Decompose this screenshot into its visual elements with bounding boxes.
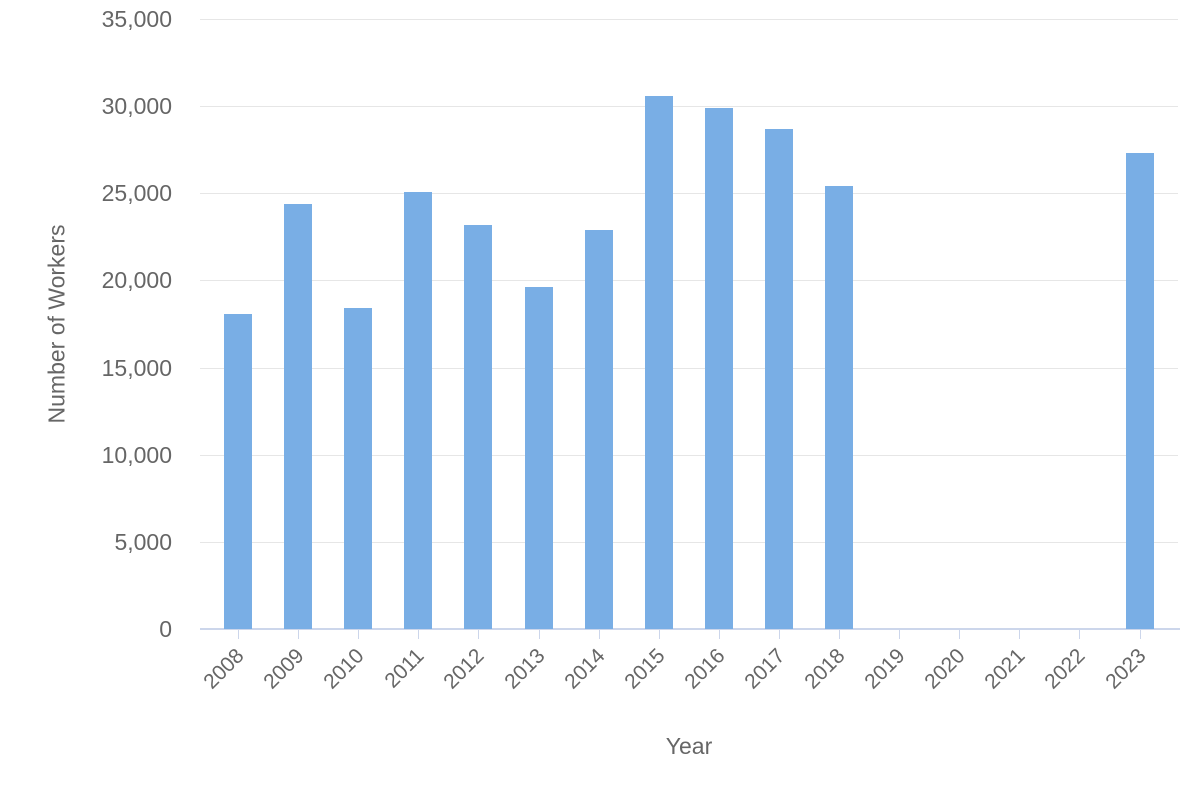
gridline-5000 [200,541,1178,543]
x-tick-2018 [839,629,840,639]
gridline-25000 [200,193,1178,195]
bar-2017[interactable] [764,129,793,629]
y-tick-label: 25,000 [101,180,172,207]
x-tick-2008 [238,629,239,639]
bar-2023[interactable] [1125,153,1154,629]
gridline-20000 [200,280,1178,282]
x-tick-2011 [418,629,420,639]
bar-2018[interactable] [825,186,853,629]
gridline-30000 [200,106,1178,108]
x-tick-2017 [778,629,780,639]
x-tick-2020 [959,629,961,639]
x-axis-line [200,628,1180,630]
y-tick-label: 15,000 [101,354,172,381]
x-tick-2021 [1019,629,1021,639]
y-tick-label: 30,000 [101,93,172,120]
x-tick-2014 [598,629,600,639]
bar-2015[interactable] [644,96,673,629]
x-axis-title: Year [665,733,713,759]
y-tick-label: 0 [159,616,172,642]
x-tick-2012 [478,629,480,639]
x-tick-2023 [1139,629,1141,639]
bar-2014[interactable] [584,230,613,629]
x-tick-2013 [538,629,540,639]
bar-2008[interactable] [224,314,252,629]
x-tick-2016 [718,629,720,639]
bar-2012[interactable] [464,225,493,629]
x-tick-2009 [298,629,300,639]
x-tick-2019 [899,629,901,639]
y-tick-label: 10,000 [101,441,172,468]
bar-2009[interactable] [284,204,313,629]
y-tick-label: 35,000 [101,6,172,32]
y-tick-label: 5,000 [114,528,172,555]
x-tick-2010 [358,629,360,639]
gridline-35000 [200,19,1178,20]
y-tick-label: 20,000 [101,267,172,294]
x-tick-2022 [1079,629,1081,639]
x-tick-2015 [658,629,660,639]
y-axis-title: Number of Workers [43,224,70,424]
bar-2010[interactable] [344,308,373,629]
gridline-15000 [200,367,1178,369]
gridline-10000 [200,454,1178,456]
bar-2016[interactable] [704,108,733,629]
bar-2011[interactable] [404,192,433,629]
bar-2013[interactable] [524,287,553,629]
